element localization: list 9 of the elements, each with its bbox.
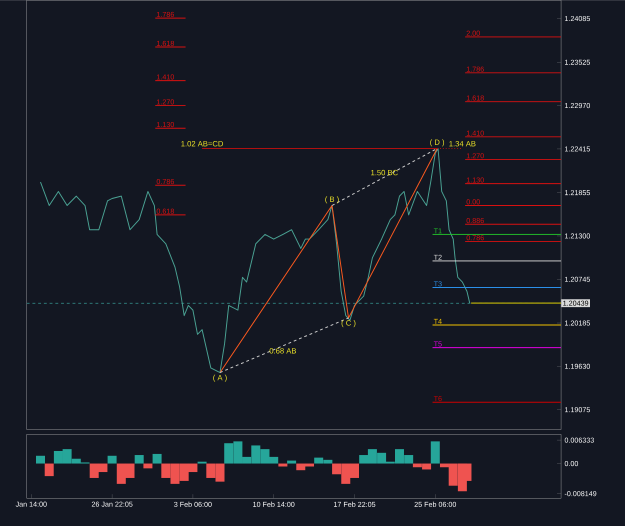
bar bbox=[278, 464, 288, 467]
bar bbox=[287, 460, 296, 464]
bar bbox=[430, 441, 440, 464]
bar bbox=[36, 456, 45, 464]
bar bbox=[143, 464, 152, 468]
bar bbox=[152, 454, 162, 464]
bar bbox=[108, 456, 117, 464]
bar bbox=[44, 464, 54, 476]
bar bbox=[134, 455, 144, 464]
